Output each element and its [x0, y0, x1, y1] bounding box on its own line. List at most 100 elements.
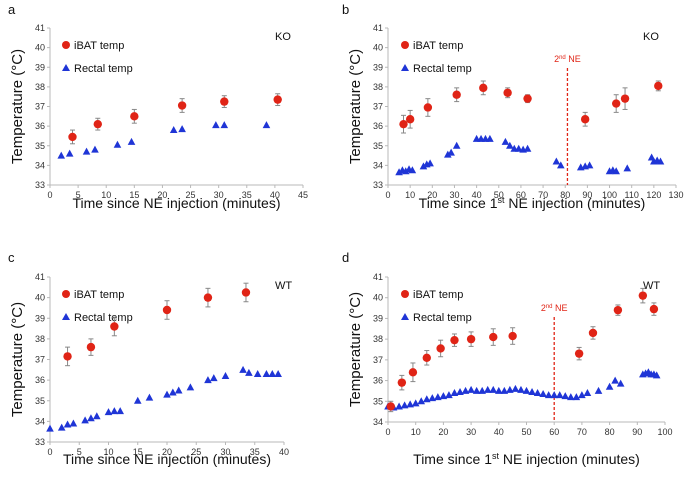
panel-b-rectal-point: [419, 162, 428, 170]
panel-c-genotype-label: WT: [275, 280, 292, 292]
panel-d-rectal-point: [611, 376, 619, 384]
panel-d-y-tick-label: 40: [373, 293, 383, 303]
panel-d-x-tick-label: 30: [466, 427, 476, 437]
panel-d-ibat-point: [422, 353, 431, 362]
panel-d-rectal-point: [550, 391, 558, 399]
panel-c-y-tick-label: 36: [35, 375, 45, 385]
panel-a-x-tick-label: 20: [157, 190, 167, 200]
panel-d-rectal-point: [500, 386, 509, 394]
panel-d-rectal-point: [456, 387, 464, 395]
panel-d-rectal-point: [450, 389, 459, 396]
panel-a-rectal-point: [127, 137, 136, 145]
panel-b-x-tick-label: 70: [538, 190, 548, 200]
panel-b-ibat-point: [452, 90, 461, 99]
panel-b-ibat-point: [479, 83, 488, 93]
panel-b-ibat-point: [580, 115, 590, 124]
panel-d-rectal-point: [428, 394, 437, 402]
panel-b-rectal-point: [506, 141, 514, 149]
panel-d-y-tick-label: 37: [373, 355, 383, 365]
panel-a-rectal-point: [57, 151, 66, 159]
panel-b-ibat-point: [405, 115, 415, 124]
panel-c-rectal-point: [87, 414, 95, 422]
panel-b-rectal-point: [656, 157, 665, 165]
panel-b-legend-ibat-label: iBAT temp: [413, 40, 463, 52]
panel-b-y-tick-label: 41: [373, 23, 383, 33]
panel-a-x-tick-label: 0: [47, 190, 52, 200]
panel-d-x-tick-label: 90: [632, 427, 642, 437]
panel-c-ibat-point: [63, 352, 72, 361]
panel-b-y-tick-label: 33: [373, 180, 383, 190]
panel-d-x-axis-label: Time since 1st NE injection (minutes): [413, 451, 640, 467]
panel-d-rectal-point: [445, 391, 453, 399]
panel-b-y-tick-label: 34: [373, 160, 383, 170]
panel-d-y-tick-label: 36: [373, 376, 383, 386]
panel-c-y-tick-label: 39: [35, 313, 45, 323]
panel-c-x-tick-label: 0: [47, 447, 52, 457]
panel-b-rectal-point: [552, 157, 561, 165]
panel-b-x-tick-label: 50: [494, 190, 504, 200]
panel-c-rectal-point: [145, 393, 154, 401]
panel-d-rectal-point: [616, 379, 625, 387]
panel-a-y-tick-label: 37: [35, 102, 45, 112]
panel-d-rectal-point: [395, 402, 403, 410]
panel-c-x-axis-label: Time since NE injection (minutes): [63, 451, 271, 467]
panel-a-y-tick-label: 36: [35, 121, 45, 131]
panel-c-rectal-point: [210, 374, 218, 382]
panel-c-y-tick-label: 40: [35, 293, 45, 303]
panel-c-x-tick-label: 35: [250, 447, 260, 457]
panel-d-rectal-point: [478, 386, 486, 394]
panel-d-letter: d: [342, 250, 349, 265]
panel-c-ibat-point: [203, 293, 213, 302]
panel-a-rectal-point: [178, 125, 186, 133]
panel-d-ibat-point: [450, 335, 459, 345]
panel-a-x-axis-label: Time since NE injection (minutes): [73, 195, 281, 211]
panel-d-rectal-point: [506, 385, 514, 393]
panel-d-ibat-point: [489, 332, 498, 342]
panel-c-rectal-point: [204, 376, 212, 384]
panel-b-rectal-point: [408, 166, 417, 174]
panel-c-y-tick-label: 41: [35, 272, 45, 282]
panel-d-ibat-point: [613, 305, 623, 315]
panel-d-x-tick-label: 70: [577, 427, 587, 437]
panel-d-rectal-point: [544, 391, 553, 399]
panel-b-x-tick-label: 20: [427, 190, 437, 200]
panel-d-ibat-point: [574, 349, 584, 358]
panel-d-ibat-point: [408, 368, 418, 377]
panel-d-rectal-point: [434, 393, 442, 401]
panel-d-y-tick-label: 39: [373, 313, 383, 323]
panel-d-ibat-point: [397, 378, 407, 387]
panel-a-rectal-point: [262, 121, 271, 129]
panel-b-x-tick-label: 40: [472, 190, 482, 200]
panel-d-legend-ibat-marker: [401, 290, 409, 298]
panel-b-x-tick-label: 80: [560, 190, 570, 200]
panel-b: b 33 34 35 36 37 38 39 40 41 0 10 20 30 40 50 60 70 80 90 10…: [342, 2, 684, 211]
panel-b-x-tick-label: 130: [668, 190, 683, 200]
panel-b-legend-rectal-label: Rectal temp: [413, 63, 472, 75]
panel-d-second-ne-label: 2nd NE: [541, 303, 568, 313]
panel-a-ibat-point: [93, 119, 102, 129]
panel-c-x-tick-label: 15: [133, 447, 143, 457]
panel-c-rectal-point: [133, 396, 142, 404]
panel-d-x-tick-label: 10: [411, 427, 421, 437]
panel-a: a 33 34 35 36 37 38 39 40 41 0 5 10 15 20 25 30 35 40 45 Tem…: [8, 2, 308, 211]
panel-c-rectal-point: [81, 416, 89, 424]
panel-a-rectal-point: [65, 149, 74, 157]
panel-b-y-tick-label: 40: [373, 43, 383, 53]
panel-d-x-tick-label: 20: [438, 427, 448, 437]
panel-c-y-tick-label: 34: [35, 416, 45, 426]
panel-b-x-tick-label: 100: [602, 190, 617, 200]
panel-a-y-tick-label: 33: [35, 180, 45, 190]
panel-b-x-tick-label: 110: [625, 190, 639, 200]
panel-a-x-tick-label: 30: [214, 190, 224, 200]
panel-d-x-tick-label: 100: [657, 427, 672, 437]
panel-c-x-tick-label: 20: [162, 447, 172, 457]
panel-b-ibat-point: [423, 103, 433, 112]
panel-b-y-axis-label: Temperature (°C): [347, 49, 364, 164]
panel-a-x-tick-label: 40: [270, 190, 280, 200]
panel-b-x-tick-label: 30: [449, 190, 459, 200]
panel-d-x-tick-label: 40: [494, 427, 504, 437]
panel-c-x-tick-label: 10: [103, 447, 113, 457]
panel-a-genotype-label: KO: [275, 31, 291, 43]
panel-c-letter: c: [8, 250, 15, 265]
